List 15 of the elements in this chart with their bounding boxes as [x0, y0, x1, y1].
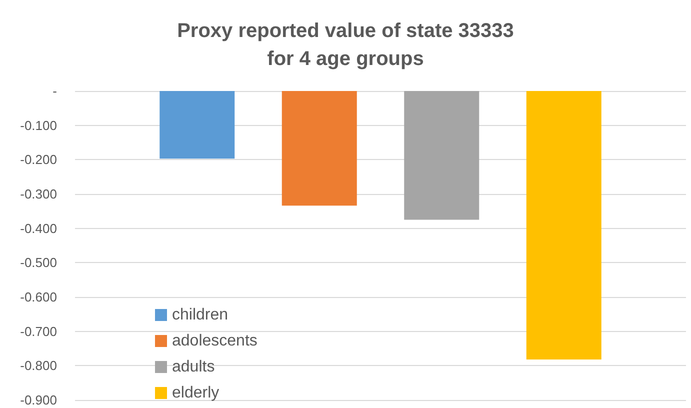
legend-label: adolescents — [172, 332, 258, 350]
legend-label: elderly — [172, 384, 220, 402]
y-tick-label: - — [52, 84, 57, 98]
y-tick-label: -0.800 — [20, 358, 57, 374]
y-tick-label: -0.100 — [20, 118, 57, 133]
chart-title: Proxy reported value of state 33333 for 4 age groups — [177, 20, 514, 70]
y-tick-label: -0.600 — [20, 290, 57, 304]
y-tick-label: -0.500 — [20, 255, 57, 270]
y-tick-label: -0.400 — [20, 220, 57, 236]
y-tick-label: -0.200 — [20, 152, 57, 168]
legend-label: adults — [172, 358, 215, 376]
y-tick-label: -0.900 — [20, 392, 57, 408]
y-tick-label: -0.300 — [20, 186, 57, 202]
y-tick-label: -0.700 — [20, 324, 57, 339]
legend-label: children — [172, 306, 228, 324]
